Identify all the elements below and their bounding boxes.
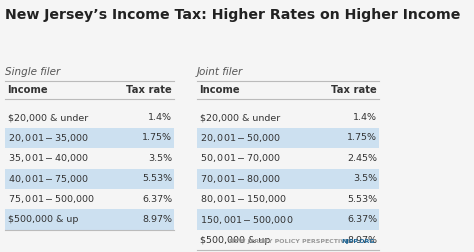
Text: 5.53%: 5.53% <box>142 174 172 183</box>
Text: 5.53%: 5.53% <box>347 195 377 204</box>
Text: 3.5%: 3.5% <box>353 174 377 183</box>
Text: Tax rate: Tax rate <box>127 85 172 95</box>
Text: 1.75%: 1.75% <box>347 134 377 142</box>
Text: NEW JERSEY POLICY PERSPECTIVE: NEW JERSEY POLICY PERSPECTIVE <box>229 239 349 244</box>
Text: $20,001 - $50,000: $20,001 - $50,000 <box>200 132 281 144</box>
Text: 1.4%: 1.4% <box>353 113 377 122</box>
Text: NJPP.ORG: NJPP.ORG <box>342 239 375 244</box>
Text: Single filer: Single filer <box>5 68 60 77</box>
Text: $35,001 - $40,000: $35,001 - $40,000 <box>8 152 90 164</box>
Text: 1.4%: 1.4% <box>148 113 172 122</box>
Text: New Jersey’s Income Tax: Higher Rates on Higher Income: New Jersey’s Income Tax: Higher Rates on… <box>5 8 461 22</box>
Text: 3.5%: 3.5% <box>148 154 172 163</box>
Text: 6.37%: 6.37% <box>142 195 172 204</box>
Text: 8.97%: 8.97% <box>347 236 377 245</box>
Text: 6.37%: 6.37% <box>347 215 377 224</box>
Bar <box>197 128 379 148</box>
Bar <box>197 209 379 230</box>
Text: $40,001 - $75,000: $40,001 - $75,000 <box>8 173 90 185</box>
Bar <box>5 169 174 189</box>
Text: $70,001 - $80,000: $70,001 - $80,000 <box>200 173 281 185</box>
Bar <box>5 209 174 230</box>
Text: $20,001 - $35,000: $20,001 - $35,000 <box>8 132 90 144</box>
Bar <box>197 169 379 189</box>
Text: $20,000 & under: $20,000 & under <box>200 113 280 122</box>
Text: $50,001 - $70,000: $50,001 - $70,000 <box>200 152 281 164</box>
Text: 1.75%: 1.75% <box>142 134 172 142</box>
Text: $500,000 & up: $500,000 & up <box>200 236 270 245</box>
Bar <box>5 128 174 148</box>
Text: Tax rate: Tax rate <box>331 85 377 95</box>
Text: $80,001 - $150,000: $80,001 - $150,000 <box>200 193 287 205</box>
Text: Joint filer: Joint filer <box>197 68 243 77</box>
Text: 8.97%: 8.97% <box>142 215 172 224</box>
Text: Income: Income <box>7 85 48 95</box>
Text: 2.45%: 2.45% <box>347 154 377 163</box>
Text: $75,001 - $500,000: $75,001 - $500,000 <box>8 193 96 205</box>
Text: $500,000 & up: $500,000 & up <box>8 215 79 224</box>
Text: $150,001 - $500,000: $150,001 - $500,000 <box>200 214 293 226</box>
Text: Income: Income <box>199 85 239 95</box>
Text: $20,000 & under: $20,000 & under <box>8 113 89 122</box>
